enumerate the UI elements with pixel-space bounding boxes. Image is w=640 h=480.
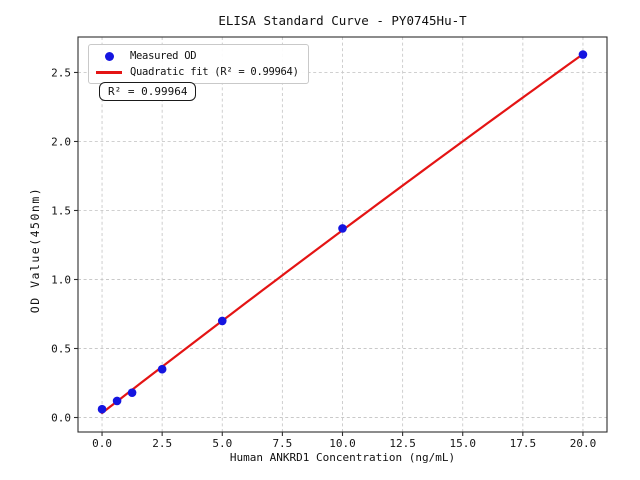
legend-label-measured-od: Measured OD (130, 50, 197, 62)
legend-item-quadratic-fit: Quadratic fit (R² = 0.99964) (96, 66, 299, 78)
svg-text:20.0: 20.0 (570, 437, 597, 450)
svg-text:5.0: 5.0 (212, 437, 232, 450)
scatter-marker-icon (104, 51, 114, 61)
legend-label-quadratic-fit: Quadratic fit (R² = 0.99964) (130, 66, 299, 78)
svg-text:0.0: 0.0 (51, 412, 71, 425)
r-squared-annotation: R² = 0.99964 (99, 82, 197, 101)
y-axis-label: OD Value(450nm) (28, 186, 42, 314)
svg-text:0.5: 0.5 (51, 343, 71, 356)
scatter-points (97, 50, 588, 414)
svg-text:17.5: 17.5 (510, 437, 537, 450)
svg-text:2.0: 2.0 (51, 135, 71, 148)
legend: Measured OD Quadratic fit (R² = 0.99964) (88, 44, 309, 84)
svg-text:1.5: 1.5 (51, 204, 71, 217)
x-axis-label: Human ANKRD1 Concentration (ng/mL) (229, 451, 456, 464)
x-tick-labels: 0.0 2.5 5.0 7.5 10.0 12.5 15.0 17.5 20.0 (92, 437, 596, 450)
svg-text:2.5: 2.5 (51, 66, 71, 79)
fit-line-icon (96, 70, 122, 74)
svg-text:0.0: 0.0 (92, 437, 112, 450)
gridlines (78, 37, 607, 432)
legend-swatch (96, 51, 122, 61)
svg-text:10.0: 10.0 (329, 437, 356, 450)
svg-text:1.0: 1.0 (51, 273, 71, 286)
svg-text:2.5: 2.5 (152, 437, 172, 450)
svg-text:7.5: 7.5 (272, 437, 292, 450)
chart-title: ELISA Standard Curve - PY0745Hu-T (218, 13, 467, 28)
legend-swatch (96, 70, 122, 74)
legend-item-measured-od: Measured OD (96, 50, 299, 62)
svg-text:15.0: 15.0 (449, 437, 476, 450)
svg-text:12.5: 12.5 (389, 437, 416, 450)
tick-marks (74, 71, 584, 436)
y-tick-labels: 0.0 0.5 1.0 1.5 2.0 2.5 (51, 66, 71, 424)
